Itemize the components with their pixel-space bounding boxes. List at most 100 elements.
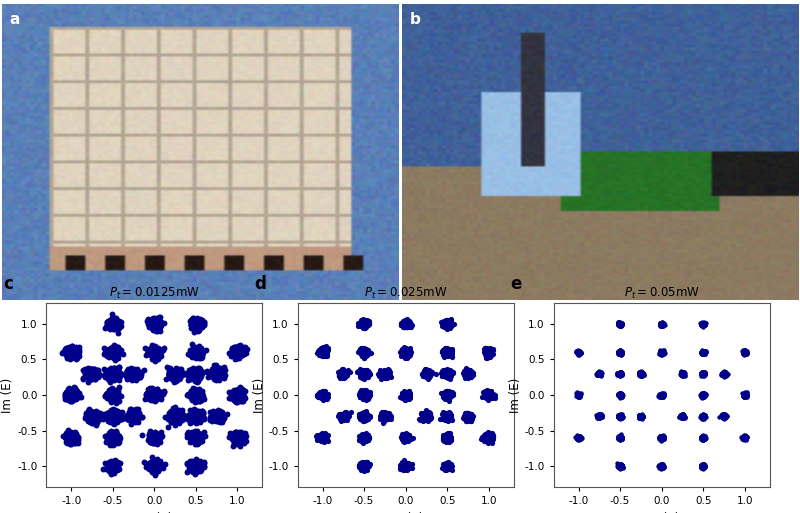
Point <box>357 349 370 358</box>
Point <box>441 412 454 421</box>
Point <box>486 346 498 354</box>
Point <box>91 366 104 374</box>
Point <box>613 433 626 442</box>
Point <box>104 392 117 400</box>
Point <box>107 320 120 328</box>
Point <box>358 410 371 419</box>
Point <box>194 413 206 421</box>
Point <box>186 460 198 468</box>
Point <box>210 372 222 381</box>
Point <box>635 410 648 419</box>
Point <box>440 464 453 472</box>
Point <box>462 370 474 378</box>
Point <box>230 431 243 440</box>
Point <box>614 321 627 329</box>
Point <box>102 413 115 422</box>
Point <box>573 390 586 399</box>
Point <box>438 392 451 400</box>
Point <box>185 373 198 381</box>
Point <box>361 458 374 466</box>
Point <box>698 433 710 442</box>
Point <box>146 348 159 356</box>
Point <box>108 318 121 326</box>
Point <box>698 369 711 378</box>
Point <box>675 414 688 422</box>
Point <box>318 389 331 398</box>
Point <box>146 435 159 443</box>
Point <box>169 417 182 425</box>
Point <box>132 413 145 422</box>
Point <box>634 412 646 421</box>
Point <box>314 348 326 356</box>
Point <box>398 466 410 474</box>
Point <box>358 348 371 356</box>
Point <box>440 346 453 354</box>
Point <box>402 349 415 357</box>
Point <box>193 368 206 377</box>
Point <box>377 368 390 377</box>
Point <box>357 410 370 419</box>
Point <box>654 391 667 399</box>
Point <box>572 349 585 357</box>
Point <box>717 370 730 378</box>
Point <box>108 468 121 477</box>
Point <box>334 412 347 420</box>
Point <box>102 374 115 382</box>
Point <box>443 434 456 442</box>
Point <box>571 349 584 357</box>
Point <box>438 437 450 445</box>
Point <box>422 413 434 422</box>
Point <box>357 393 370 402</box>
Point <box>395 319 408 327</box>
Point <box>614 347 626 355</box>
Point <box>697 463 710 471</box>
Point <box>697 348 710 356</box>
Point <box>108 413 121 421</box>
Point <box>484 348 497 356</box>
Point <box>654 346 666 354</box>
Point <box>635 413 648 421</box>
Point <box>146 463 158 471</box>
Point <box>357 462 370 470</box>
Point <box>655 320 668 328</box>
Point <box>97 410 110 418</box>
Point <box>440 393 453 402</box>
Point <box>573 391 586 400</box>
Point <box>106 465 119 473</box>
Point <box>718 412 731 421</box>
Point <box>359 321 372 329</box>
Point <box>698 434 710 442</box>
Point <box>614 320 626 328</box>
Point <box>359 320 372 328</box>
Point <box>423 367 436 376</box>
Point <box>122 413 135 421</box>
Point <box>574 349 586 358</box>
Point <box>696 462 709 470</box>
Point <box>401 466 414 474</box>
Point <box>106 393 118 401</box>
Point <box>104 462 117 470</box>
Point <box>440 459 453 467</box>
Point <box>460 369 473 378</box>
Point <box>484 389 497 397</box>
Point <box>230 348 243 356</box>
Point <box>478 391 491 400</box>
Point <box>613 320 626 328</box>
Point <box>614 370 627 378</box>
Point <box>146 321 159 329</box>
Point <box>97 465 110 473</box>
Point <box>166 369 178 378</box>
Point <box>634 413 646 422</box>
Point <box>697 412 710 421</box>
Point <box>83 364 96 372</box>
Point <box>635 371 648 379</box>
Point <box>696 462 709 470</box>
Point <box>475 432 488 441</box>
Point <box>402 389 414 397</box>
Point <box>572 348 585 356</box>
Point <box>479 433 492 441</box>
Point <box>614 370 627 379</box>
Point <box>338 413 350 421</box>
Point <box>189 387 202 396</box>
Point <box>740 389 753 398</box>
